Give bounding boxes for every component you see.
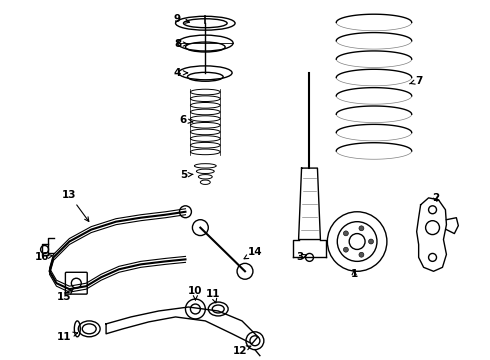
Circle shape: [359, 252, 364, 257]
Text: 16: 16: [34, 252, 52, 262]
Text: 13: 13: [62, 190, 89, 221]
Text: 8: 8: [174, 39, 188, 49]
Text: 11: 11: [206, 289, 220, 303]
Text: 10: 10: [188, 286, 203, 300]
Circle shape: [343, 231, 348, 236]
Text: 3: 3: [296, 252, 306, 262]
Text: 7: 7: [410, 76, 422, 86]
Text: 4: 4: [174, 68, 188, 78]
Circle shape: [343, 247, 348, 252]
Text: 12: 12: [233, 346, 251, 356]
Circle shape: [368, 239, 373, 244]
Circle shape: [359, 226, 364, 231]
Text: 2: 2: [432, 193, 439, 203]
Text: 5: 5: [180, 170, 193, 180]
Text: 15: 15: [57, 289, 73, 302]
Text: 9: 9: [174, 14, 190, 24]
Text: 6: 6: [180, 116, 193, 126]
Text: 1: 1: [350, 269, 358, 279]
Text: 11: 11: [57, 332, 77, 342]
Text: 14: 14: [244, 247, 262, 259]
